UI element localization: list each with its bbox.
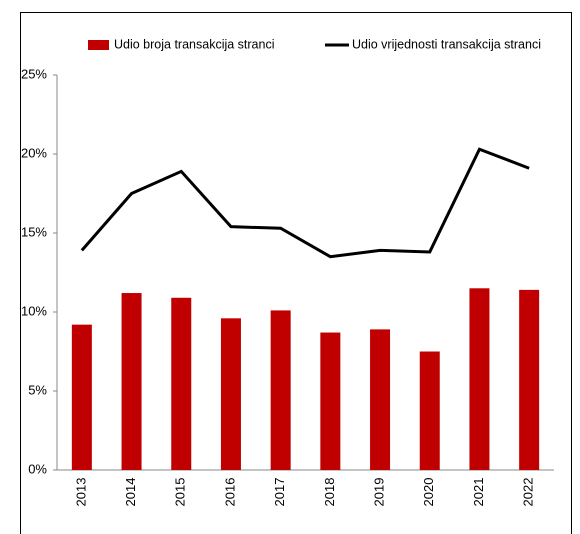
- x-tick-label: 2016: [222, 478, 237, 507]
- x-tick-label: 2022: [521, 478, 536, 507]
- bar: [171, 297, 192, 470]
- chart-frame: [20, 12, 572, 534]
- bar: [270, 310, 291, 470]
- y-tick-label: 0%: [28, 461, 47, 476]
- x-tick-label: 2020: [421, 478, 436, 507]
- x-tick-label: 2019: [371, 478, 386, 507]
- x-tick-label: 2021: [471, 478, 486, 507]
- bar: [220, 318, 241, 470]
- legend-label: Udio vrijednosti transakcija stranci: [352, 37, 541, 51]
- x-tick-label: 2018: [322, 478, 337, 507]
- x-tick-label: 2014: [123, 478, 138, 507]
- x-tick-label: 2013: [73, 478, 88, 507]
- legend-label: Udio broja transakcija stranci: [114, 37, 275, 51]
- line: [80, 147, 530, 259]
- x-tick-label: 2017: [272, 478, 287, 507]
- y-tick-label: 15%: [21, 224, 47, 239]
- y-tick-label: 20%: [21, 145, 47, 160]
- legend-swatch: [88, 40, 109, 50]
- bar: [121, 293, 142, 470]
- bar: [469, 288, 490, 470]
- y-tick-label: 5%: [28, 382, 47, 397]
- bar: [370, 329, 391, 470]
- x-tick-label: 2015: [173, 478, 188, 507]
- bar: [519, 289, 540, 470]
- y-tick-label: 25%: [21, 66, 47, 81]
- bar: [71, 324, 92, 470]
- bar: [419, 351, 440, 470]
- y-tick-label: 10%: [21, 303, 47, 318]
- bar: [320, 332, 341, 470]
